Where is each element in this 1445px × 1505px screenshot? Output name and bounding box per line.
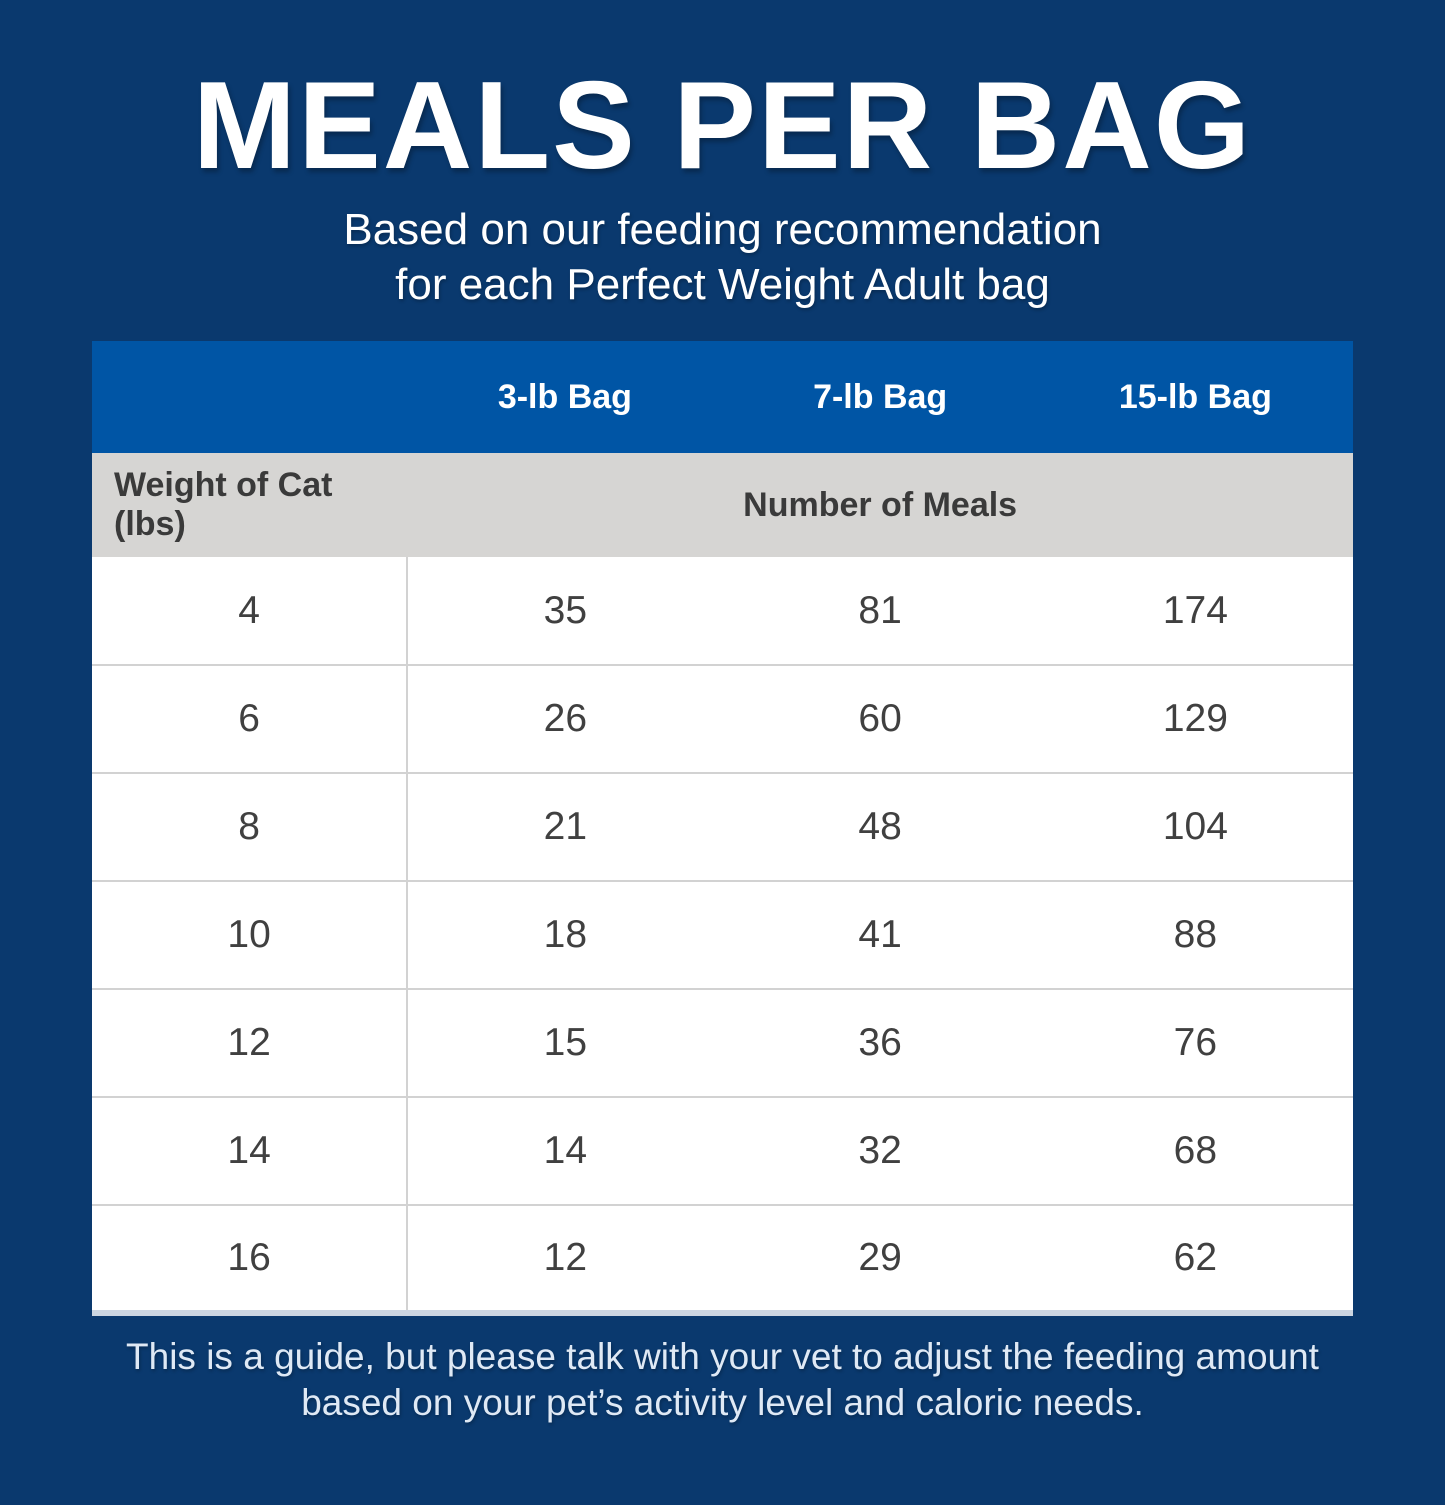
footnote-line-1: This is a guide, but please talk with yo…	[126, 1336, 1319, 1377]
meals-cell-3lb: 12	[406, 1204, 723, 1313]
table-row: 12 15 36 76	[92, 988, 1353, 1097]
meals-cell-3lb: 21	[406, 772, 723, 881]
meals-cell-3lb: 35	[406, 557, 723, 665]
table-row: 4 35 81 174	[92, 557, 1353, 665]
bag-header-empty	[92, 341, 407, 453]
weight-cell: 8	[92, 772, 408, 881]
number-of-meals-header: Number of Meals	[743, 485, 1018, 524]
bag-size-header-row: 3-lb Bag 7-lb Bag 15-lb Bag	[92, 341, 1353, 453]
meals-cell-7lb: 32	[722, 1096, 1038, 1205]
bag-header-7lb: 7-lb Bag	[813, 377, 948, 416]
meals-cell-7lb: 36	[722, 988, 1038, 1097]
subtitle-line-2: for each Perfect Weight Adult bag	[395, 260, 1050, 309]
meals-cell-7lb: 29	[722, 1204, 1038, 1313]
weight-cell: 14	[92, 1096, 408, 1205]
weight-cell: 10	[92, 880, 408, 989]
weight-of-cat-header: Weight of Cat (lbs)	[114, 466, 333, 543]
table-row: 6 26 60 129	[92, 664, 1353, 773]
meals-cell-15lb: 104	[1037, 772, 1353, 881]
meals-cell-7lb: 60	[722, 664, 1038, 773]
table-row: 8 21 48 104	[92, 772, 1353, 881]
bag-header-15lb: 15-lb Bag	[1118, 377, 1272, 416]
weight-cell: 4	[92, 557, 408, 665]
page-title: MEALS PER BAG	[192, 57, 1253, 195]
meals-cell-7lb: 81	[722, 557, 1038, 665]
meals-cell-15lb: 174	[1037, 557, 1353, 665]
meals-per-bag-table: 3-lb Bag 7-lb Bag 15-lb Bag Weight of Ca…	[92, 341, 1353, 1316]
meals-cell-15lb: 129	[1037, 664, 1353, 773]
footnote-line-2: based on your pet’s activity level and c…	[301, 1382, 1144, 1423]
page-subtitle: Based on our feeding recommendation for …	[0, 202, 1445, 312]
table-row: 10 18 41 88	[92, 880, 1353, 989]
subtitle-line-1: Based on our feeding recommendation	[343, 205, 1102, 254]
meals-cell-15lb: 68	[1037, 1096, 1353, 1205]
meals-cell-7lb: 41	[722, 880, 1038, 989]
weight-cell: 16	[92, 1204, 408, 1313]
footnote: This is a guide, but please talk with yo…	[0, 1334, 1445, 1426]
meals-cell-3lb: 15	[406, 988, 723, 1097]
meals-cell-15lb: 76	[1037, 988, 1353, 1097]
column-label-row: Weight of Cat (lbs) Number of Meals	[92, 453, 1353, 557]
meals-cell-3lb: 14	[406, 1096, 723, 1205]
weight-cell: 12	[92, 988, 408, 1097]
meals-cell-15lb: 62	[1037, 1204, 1353, 1313]
meals-cell-3lb: 18	[406, 880, 723, 989]
bag-header-3lb: 3-lb Bag	[497, 377, 632, 416]
weight-cell: 6	[92, 664, 408, 773]
table-row: 14 14 32 68	[92, 1096, 1353, 1205]
meals-cell-7lb: 48	[722, 772, 1038, 881]
meals-cell-15lb: 88	[1037, 880, 1353, 989]
table-row: 16 12 29 62	[92, 1204, 1353, 1313]
meals-cell-3lb: 26	[406, 664, 723, 773]
